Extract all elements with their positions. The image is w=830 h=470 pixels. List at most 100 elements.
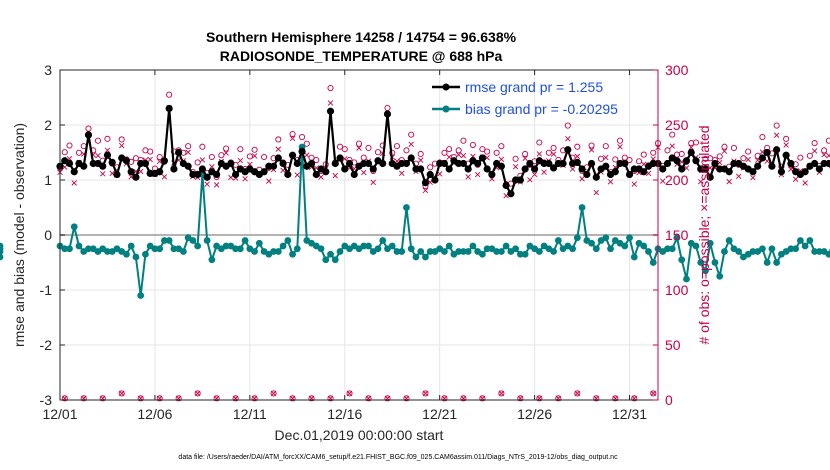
- obs-possible-marker: [740, 155, 747, 162]
- rmse-point: [773, 146, 781, 154]
- bias-point: [412, 253, 420, 261]
- obs-possible-marker: [446, 146, 453, 153]
- rmse-point: [483, 165, 491, 173]
- bias-point: [796, 237, 804, 244]
- obs-possible-marker: [185, 143, 192, 150]
- bias-point: [241, 237, 249, 244]
- obs-assimilated-marker: [342, 156, 348, 162]
- obs-assimilated-marker: [826, 153, 830, 159]
- obs-assimilated-marker: [726, 178, 732, 185]
- bias-point: [588, 239, 595, 247]
- x-tick-label: 12/11: [233, 406, 267, 422]
- rmse-point: [331, 159, 339, 168]
- obs-assimilated-marker: [498, 156, 505, 163]
- rmse-point: [184, 162, 192, 170]
- rmse-point: [227, 159, 235, 168]
- rmse-point: [811, 159, 819, 168]
- obs-possible-marker: [237, 146, 244, 153]
- bias-point: [132, 253, 140, 261]
- obs-assimilated-marker: [223, 150, 229, 156]
- obs-possible-marker: [327, 84, 334, 92]
- bias-point: [255, 239, 263, 247]
- obs-possible-marker: [441, 395, 448, 402]
- obs-possible-marker: [251, 146, 258, 153]
- y-tick-label-right: 200: [665, 172, 689, 188]
- obs-assimilated-marker: [289, 135, 296, 142]
- x-tick-label: 12/31: [612, 406, 647, 422]
- obs-assimilated-marker: [669, 143, 675, 149]
- rmse-point: [592, 173, 600, 181]
- rmse-point: [175, 148, 183, 157]
- obs-assimilated-marker: [802, 180, 808, 186]
- obs-possible-marker: [156, 153, 163, 161]
- obs-assimilated-marker: [147, 156, 153, 163]
- bias-point: [455, 248, 463, 255]
- rmse-point: [531, 165, 539, 173]
- obs-possible-marker: [597, 155, 605, 162]
- bias-point: [773, 259, 781, 266]
- obs-possible-marker: [631, 395, 638, 402]
- obs-assimilated-marker: [266, 178, 272, 184]
- rmse-point: [474, 159, 482, 168]
- x-tick-label: 12/26: [517, 406, 552, 422]
- rmse-point: [417, 165, 425, 173]
- obs-assimilated-marker: [574, 390, 581, 397]
- data-file-note: data file: /Users/raeder/DAI/ATM_forcXX/…: [178, 454, 618, 461]
- y-tick-label: -3: [40, 392, 53, 408]
- rmse-point: [459, 159, 468, 168]
- obs-assimilated-marker: [318, 174, 324, 180]
- obs-possible-marker: [156, 395, 163, 402]
- bias-point: [464, 248, 472, 255]
- bias-point: [683, 275, 690, 283]
- rmse-point: [156, 168, 164, 176]
- obs-possible-marker: [85, 125, 92, 132]
- rmse-point: [165, 104, 173, 113]
- obs-assimilated-marker: [645, 170, 652, 177]
- obs-assimilated-marker: [574, 153, 581, 160]
- bias-point: [478, 250, 486, 258]
- rmse-point: [160, 157, 169, 165]
- rmse-point: [545, 159, 553, 168]
- obs-possible-marker: [536, 395, 543, 402]
- rmse-point: [526, 159, 534, 168]
- obs-assimilated-marker: [118, 142, 125, 149]
- obs-possible-marker: [692, 139, 700, 146]
- rmse-point: [673, 157, 681, 165]
- legend-marker-bias: [442, 105, 450, 113]
- rmse-point: [127, 168, 135, 176]
- obs-assimilated-marker: [821, 152, 827, 158]
- obs-possible-marker: [94, 137, 102, 144]
- bias-point: [222, 242, 230, 250]
- obs-assimilated-marker: [593, 189, 600, 196]
- obs-assimilated-marker: [522, 155, 528, 162]
- obs-assimilated-marker: [527, 177, 533, 183]
- obs-assimilated-marker: [783, 142, 789, 148]
- obs-possible-marker: [403, 147, 410, 154]
- obs-assimilated-marker: [137, 168, 144, 175]
- rmse-point: [578, 165, 586, 173]
- bias-point: [208, 256, 216, 264]
- bias-point: [398, 248, 406, 255]
- bias-point: [711, 259, 719, 266]
- bias-point: [85, 245, 92, 253]
- obs-assimilated-marker: [161, 174, 168, 180]
- obs-assimilated-marker: [209, 163, 215, 170]
- obs-possible-marker: [640, 151, 647, 158]
- rmse-point: [659, 165, 667, 173]
- obs-assimilated-marker: [446, 154, 452, 160]
- obs-possible-marker: [484, 148, 491, 155]
- rmse-point: [198, 165, 206, 173]
- obs-possible-marker: [469, 141, 476, 148]
- bias-point: [578, 204, 586, 211]
- obs-possible-marker: [574, 143, 581, 150]
- obs-possible-marker: [289, 395, 296, 402]
- obs-possible-marker: [99, 395, 106, 402]
- obs-assimilated-marker: [550, 151, 557, 157]
- obs-possible-marker: [460, 395, 467, 402]
- bias-point: [521, 250, 529, 258]
- bias-point: [759, 245, 766, 253]
- bias-point: [403, 204, 410, 211]
- plot-area: [0, 84, 830, 402]
- legend-marker-rmse: [442, 83, 450, 91]
- y-tick-label-right: 150: [665, 227, 689, 243]
